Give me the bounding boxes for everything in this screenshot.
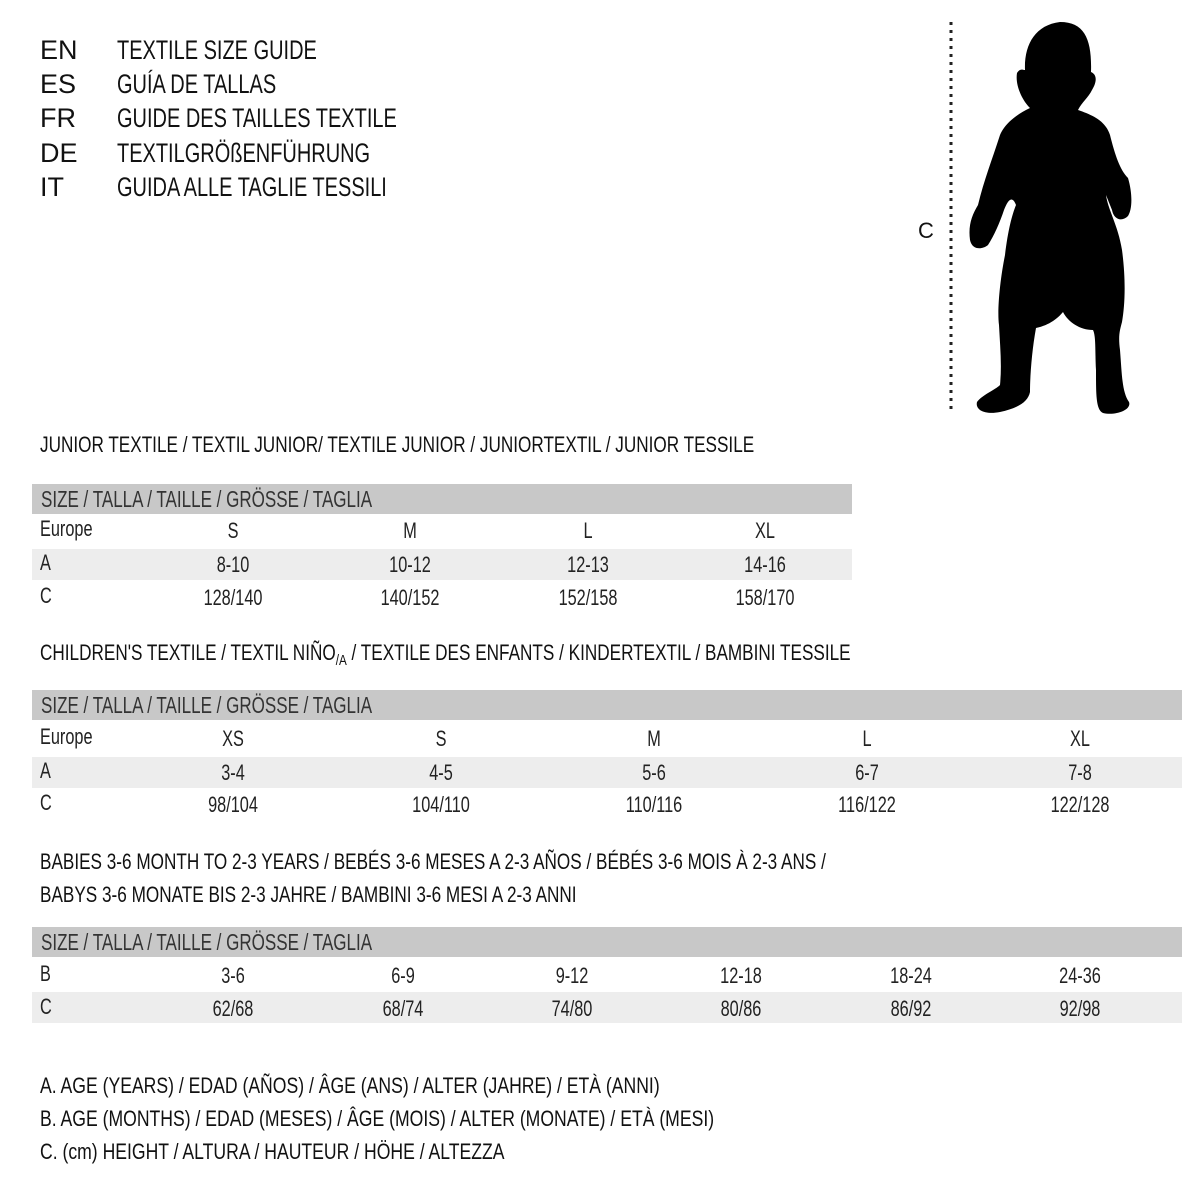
table-cell: 18-24 — [890, 963, 932, 988]
table-cell: 158/170 — [735, 585, 795, 610]
lang-code: FR — [40, 103, 76, 133]
row-label: A — [40, 758, 51, 783]
table-cell: 3-6 — [221, 963, 245, 988]
table-cell: 12-13 — [567, 552, 609, 577]
table-cell: 116/122 — [838, 792, 896, 817]
lang-code: DE — [40, 138, 78, 168]
lang-code: EN — [40, 35, 78, 65]
table-cell: 10-12 — [389, 552, 431, 577]
children-shaded-row — [32, 757, 1182, 788]
row-label: C — [40, 583, 52, 608]
lang-code: IT — [40, 172, 64, 202]
table-cell: 14-16 — [744, 552, 786, 577]
babies-header-bar: SIZE / TALLA / TAILLE / GRÖSSE / TAGLIA — [32, 927, 1182, 957]
table-cell: 4-5 — [429, 760, 453, 785]
legend-item: A. AGE (YEARS) / EDAD (AÑOS) / ÂGE (ANS)… — [40, 1073, 660, 1098]
babies-section-title: BABIES 3-6 MONTH TO 2-3 YEARS / BEBÉS 3-… — [40, 849, 826, 874]
table-cell: 152/158 — [558, 585, 618, 610]
junior-section-title: JUNIOR TEXTILE / TEXTIL JUNIOR/ TEXTILE … — [40, 432, 755, 457]
junior-header-bar: SIZE / TALLA / TAILLE / GRÖSSE / TAGLIA — [32, 484, 852, 514]
row-label: C — [40, 994, 52, 1019]
lang-code: ES — [40, 69, 77, 99]
row-label: B — [40, 961, 51, 986]
table-cell: 8-10 — [216, 552, 250, 577]
table-cell: 80/86 — [720, 996, 762, 1021]
lang-title: TEXTILE SIZE GUIDE — [117, 35, 317, 65]
table-cell: 74/80 — [551, 996, 593, 1021]
table-cell: L — [862, 726, 872, 751]
table-cell: S — [435, 726, 447, 751]
table-cell: 7-8 — [1068, 760, 1092, 785]
children-header-bar: SIZE / TALLA / TAILLE / GRÖSSE / TAGLIA — [32, 690, 1182, 720]
table-cell: 6-9 — [391, 963, 415, 988]
table-cell: L — [583, 518, 593, 543]
table-cell: 98/104 — [208, 792, 258, 817]
babies-section-title-line2: BABYS 3-6 MONATE BIS 2-3 JAHRE / BAMBINI… — [40, 882, 577, 907]
legend-item: C. (cm) HEIGHT / ALTURA / HAUTEUR / HÖHE… — [40, 1139, 505, 1164]
table-cell: 5-6 — [642, 760, 666, 785]
table-cell: M — [403, 518, 417, 543]
table-cell: 140/152 — [380, 585, 440, 610]
row-label: Europe — [40, 724, 93, 749]
table-cell: 92/98 — [1059, 996, 1101, 1021]
height-label: C — [918, 218, 934, 243]
table-cell: XL — [1070, 726, 1090, 751]
lang-title: GUIDA ALLE TAGLIE TESSILI — [117, 172, 387, 202]
table-cell: XS — [222, 726, 244, 751]
table-cell: M — [647, 726, 661, 751]
child-silhouette-icon — [949, 22, 1132, 414]
lang-title: GUIDE DES TAILLES TEXTILE — [117, 103, 397, 133]
row-label: C — [40, 790, 52, 815]
legend-item: B. AGE (MONTHS) / EDAD (MESES) / ÂGE (MO… — [40, 1106, 715, 1131]
size-header: SIZE / TALLA / TAILLE / GRÖSSE / TAGLIA — [41, 486, 373, 512]
table-cell: 110/116 — [625, 792, 683, 817]
table-cell: 12-18 — [720, 963, 762, 988]
table-cell: 6-7 — [855, 760, 879, 785]
junior-shaded-row — [32, 549, 852, 580]
table-cell: 104/110 — [412, 792, 470, 817]
table-cell: 62/68 — [212, 996, 254, 1021]
table-cell: 122/128 — [1050, 792, 1110, 817]
size-header: SIZE / TALLA / TAILLE / GRÖSSE / TAGLIA — [41, 929, 373, 955]
table-cell: 86/92 — [890, 996, 932, 1021]
table-cell: XL — [755, 518, 775, 543]
table-cell: 9-12 — [555, 963, 589, 988]
child-silhouette-shape — [969, 22, 1132, 414]
table-cell: 3-4 — [221, 760, 245, 785]
table-cell: 68/74 — [382, 996, 424, 1021]
babies-shaded-row — [32, 992, 1182, 1023]
table-cell: 24-36 — [1059, 963, 1101, 988]
lang-title: TEXTILGRÖßENFÜHRUNG — [117, 138, 371, 168]
lang-title: GUÍA DE TALLAS — [117, 69, 277, 99]
row-label: A — [40, 550, 51, 575]
size-header: SIZE / TALLA / TAILLE / GRÖSSE / TAGLIA — [41, 692, 373, 718]
table-cell: S — [227, 518, 239, 543]
row-label: Europe — [40, 516, 93, 541]
children-section-title: CHILDREN'S TEXTILE / TEXTIL NIÑO/A / TEX… — [40, 640, 851, 669]
table-cell: 128/140 — [203, 585, 263, 610]
